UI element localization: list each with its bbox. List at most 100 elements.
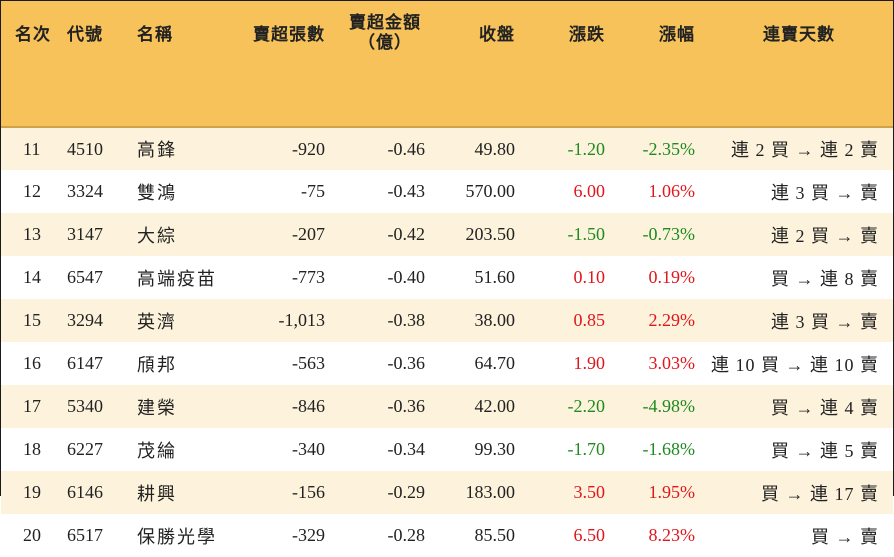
cell-rank: 14	[23, 267, 41, 287]
table-row: 11 4510 高鋒 -920 -0.46 49.80 -1.20 -2.35% 連 2 買 →…	[1, 127, 893, 170]
cell-sell-amount: -0.38	[387, 310, 426, 330]
header-change-pct: 漲幅	[659, 25, 695, 45]
table-row: 14 6547 高端疫苗 -773 -0.40 51.60 0.10 0.19% 買 → 連 8…	[1, 256, 893, 299]
header-sell-amount: 賣超金額 （億）	[335, 1, 435, 64]
cell-stock-name: 保勝光學	[137, 526, 217, 547]
cell-close: 203.50	[465, 224, 516, 244]
cell-sell-shares: -340	[292, 439, 325, 459]
cell-code: 3294	[67, 310, 103, 330]
cell-sell-amount: -0.40	[387, 267, 426, 287]
cell-sell-amount: -0.42	[387, 224, 426, 244]
cell-sell-amount: -0.36	[387, 396, 426, 416]
cell-code: 3147	[67, 224, 103, 244]
cell-change-pct: 8.23%	[648, 525, 696, 545]
cell-stock-name: 英濟	[137, 311, 177, 332]
table-body: 11 4510 高鋒 -920 -0.46 49.80 -1.20 -2.35% 連 2 買 →…	[1, 127, 893, 557]
cell-change: 6.00	[573, 181, 606, 201]
cell-close: 51.60	[474, 267, 516, 287]
cell-code: 6517	[67, 525, 103, 545]
cell-sell-amount: -0.46	[387, 138, 426, 159]
cell-streak: 買 → 賣	[811, 526, 879, 547]
cell-rank: 19	[23, 482, 41, 502]
header-streak: 連賣天數	[763, 25, 835, 45]
cell-sell-shares: -1,013	[278, 310, 326, 330]
cell-sell-shares: -920	[292, 138, 325, 159]
cell-close: 42.00	[474, 396, 516, 416]
cell-stock-name: 茂綸	[137, 440, 177, 461]
table-row: 12 3324 雙鴻 -75 -0.43 570.00 6.00 1.06% 連 3 買 → 賣	[1, 170, 893, 213]
cell-change-pct: -0.73%	[642, 224, 696, 244]
cell-code: 3324	[67, 181, 103, 201]
cell-rank: 17	[23, 396, 41, 416]
cell-change: -1.50	[567, 224, 606, 244]
header-divider	[1, 64, 893, 128]
header-sell-amount-line1: 賣超金額	[349, 12, 421, 33]
table-row: 19 6146 耕興 -156 -0.29 183.00 3.50 1.95% 買 → 連 17…	[1, 471, 893, 514]
cell-close: 570.00	[465, 181, 516, 201]
cell-rank: 13	[23, 224, 41, 244]
cell-streak: 連 10 買 → 連 10 賣	[711, 354, 879, 375]
table-row: 16 6147 頎邦 -563 -0.36 64.70 1.90 3.03% 連 10 買 → …	[1, 342, 893, 385]
cell-rank: 15	[23, 310, 41, 330]
header-name: 名稱	[137, 25, 173, 45]
cell-rank: 16	[23, 353, 41, 373]
cell-sell-shares: -563	[292, 353, 325, 373]
cell-change-pct: 0.19%	[648, 267, 696, 287]
cell-streak: 連 2 買 → 賣	[771, 225, 879, 246]
cell-sell-shares: -329	[292, 525, 325, 545]
cell-change-pct: 1.95%	[648, 482, 696, 502]
cell-stock-name: 耕興	[137, 483, 177, 504]
cell-close: 38.00	[474, 310, 516, 330]
cell-rank: 20	[23, 525, 41, 545]
cell-change: 6.50	[573, 525, 606, 545]
table-row: 17 5340 建榮 -846 -0.36 42.00 -2.20 -4.98% 買 → 連 4…	[1, 385, 893, 428]
cell-sell-shares: -846	[292, 396, 325, 416]
table-row: 18 6227 茂綸 -340 -0.34 99.30 -1.70 -1.68% 買 → 連 5…	[1, 428, 893, 471]
header-code: 代號	[67, 25, 103, 45]
cell-change: -2.20	[567, 396, 606, 416]
cell-code: 6227	[67, 439, 103, 459]
cell-streak: 連 3 買 → 賣	[771, 182, 879, 203]
header-change: 漲跌	[569, 25, 605, 45]
cell-change: 3.50	[573, 482, 606, 502]
table-row: 15 3294 英濟 -1,013 -0.38 38.00 0.85 2.29% 連 3 買 →…	[1, 299, 893, 342]
cell-code: 6147	[67, 353, 103, 373]
cell-streak: 連 3 買 → 賣	[771, 311, 879, 332]
header-sell-amount-line2: （億）	[358, 32, 412, 53]
cell-close: 99.30	[474, 439, 516, 459]
cell-stock-name: 高端疫苗	[137, 268, 217, 289]
cell-rank: 12	[23, 181, 41, 201]
cell-code: 5340	[67, 396, 103, 416]
table-row: 13 3147 大綜 -207 -0.42 203.50 -1.50 -0.73% 連 2 買 …	[1, 213, 893, 256]
cell-stock-name: 大綜	[137, 225, 177, 246]
cell-change: 0.10	[573, 267, 606, 287]
cell-close: 183.00	[465, 482, 516, 502]
cell-change-pct: 2.29%	[648, 310, 696, 330]
cell-close: 49.80	[474, 138, 516, 159]
cell-stock-name: 高鋒	[137, 140, 177, 160]
cell-close: 85.50	[474, 525, 516, 545]
cell-sell-amount: -0.43	[387, 181, 426, 201]
cell-streak: 買 → 連 8 賣	[771, 268, 879, 289]
cell-stock-name: 建榮	[137, 397, 177, 418]
cell-streak: 買 → 連 4 賣	[771, 397, 879, 418]
cell-change-pct: 3.03%	[648, 353, 696, 373]
cell-sell-shares: -156	[292, 482, 325, 502]
cell-streak: 買 → 連 17 賣	[761, 483, 879, 504]
cell-sell-shares: -75	[301, 181, 325, 201]
cell-code: 6146	[67, 482, 103, 502]
cell-change: -1.70	[567, 439, 606, 459]
cell-code: 4510	[67, 138, 103, 159]
table-header: 名次 代號 名稱 賣超張數 賣超金額 （億） 收盤 漲跌 漲幅 連賣天數	[1, 1, 893, 128]
cell-streak: 連 2 買 → 連 2 賣	[731, 140, 879, 160]
header-sell-shares: 賣超張數	[253, 25, 325, 45]
cell-sell-amount: -0.34	[387, 439, 426, 459]
cell-sell-amount: -0.29	[387, 482, 426, 502]
cell-change: -1.20	[567, 138, 606, 159]
cell-rank: 18	[23, 439, 41, 459]
cell-change-pct: -2.35%	[642, 138, 696, 159]
cell-change: 0.85	[573, 310, 606, 330]
cell-change-pct: -4.98%	[642, 396, 696, 416]
